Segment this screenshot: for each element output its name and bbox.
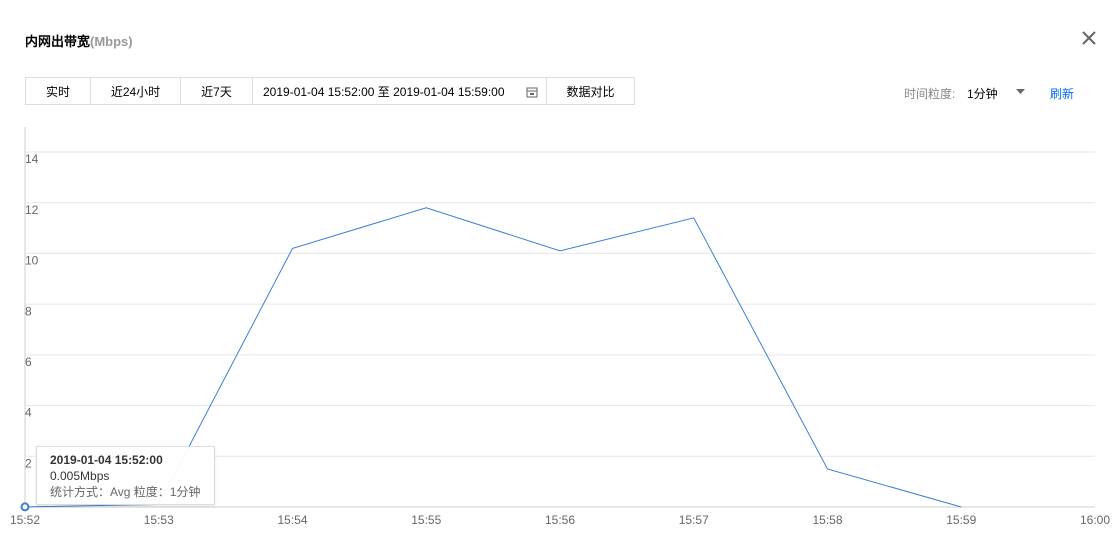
x-tick-label: 15:59: [946, 513, 976, 527]
date-range-text: 2019-01-04 15:52:00 至 2019-01-04 15:59:0…: [263, 85, 505, 99]
x-tick-label: 15:56: [545, 513, 575, 527]
tooltip-time: 2019-01-04 15:52:00: [50, 453, 163, 467]
granularity-label: 时间粒度:: [904, 87, 956, 101]
dropdown-arrow[interactable]: [1016, 89, 1025, 95]
x-tick-label: 15:55: [411, 513, 441, 527]
granularity-select[interactable]: 1分钟: [967, 87, 998, 101]
x-tick-label: 15:54: [277, 513, 307, 527]
y-tick-label: 6: [25, 355, 32, 369]
range-button[interactable]: 近7天: [180, 77, 253, 105]
y-tick-label: 10: [25, 254, 39, 268]
y-tick-label: 8: [25, 304, 32, 318]
y-tick-label: 2: [25, 456, 32, 470]
y-tick-label: 12: [25, 203, 39, 217]
x-tick-label: 16:00: [1080, 513, 1110, 527]
x-tick-label: 15:52: [10, 513, 40, 527]
x-tick-label: 15:57: [679, 513, 709, 527]
hover-point: [20, 502, 30, 512]
calendar-icon: [526, 87, 538, 98]
range-button[interactable]: 近24小时: [90, 77, 181, 105]
range-button[interactable]: 实时: [25, 77, 91, 105]
tooltip-detail: 统计方式：Avg 粒度：1分钟: [50, 485, 201, 499]
tooltip: 2019-01-04 15:52:00 0.005Mbps 统计方式：Avg 粒…: [36, 446, 215, 505]
title-unit: (Mbps): [90, 34, 133, 49]
close-button[interactable]: [1079, 28, 1099, 48]
x-tick-label: 15:58: [812, 513, 842, 527]
refresh-link[interactable]: 刷新: [1050, 87, 1075, 101]
x-tick-label: 15:53: [144, 513, 174, 527]
y-tick-label: 14: [25, 152, 39, 166]
title-text: 内网出带宽: [25, 34, 91, 49]
dialog-title: 内网出带宽(Mbps): [25, 31, 133, 50]
compare-button[interactable]: 数据对比: [546, 77, 635, 105]
tooltip-value: 0.005Mbps: [50, 469, 110, 483]
date-range-picker[interactable]: 2019-01-04 15:52:00 至 2019-01-04 15:59:0…: [252, 77, 547, 105]
y-tick-label: 4: [25, 406, 32, 420]
